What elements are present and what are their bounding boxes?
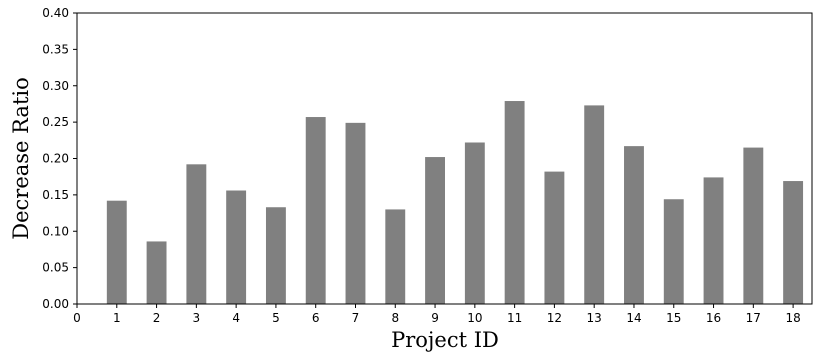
x-axis: 0 1 2 3 4 5 6 7 8 9 10 11 12 13 14 15 16 17 18 [73, 304, 801, 325]
x-tick-label: 10 [467, 311, 482, 325]
bar-6 [305, 117, 326, 304]
bar-8 [385, 209, 406, 304]
bar-7 [345, 122, 366, 304]
x-tick-label: 8 [391, 311, 399, 325]
bar-4 [226, 190, 247, 304]
bar-3 [186, 164, 207, 304]
y-axis-title: Decrease Ratio [9, 77, 33, 240]
x-tick-label: 3 [193, 311, 201, 325]
y-tick-label: 0.15 [42, 188, 69, 202]
bar-16 [703, 177, 724, 304]
x-tick-label: 5 [272, 311, 280, 325]
y-tick-label: 0.05 [42, 261, 69, 275]
x-tick-label: 12 [547, 311, 562, 325]
y-tick-label: 0.10 [42, 224, 69, 238]
y-tick-label: 0.35 [42, 42, 69, 56]
plot-frame [76, 12, 813, 305]
x-tick-label: 0 [73, 311, 81, 325]
bar-2 [146, 241, 167, 304]
bar-17 [743, 147, 764, 304]
bar-5 [265, 207, 286, 304]
bar-18 [783, 181, 804, 304]
x-tick-label: 1 [113, 311, 121, 325]
bar-12 [544, 171, 565, 304]
x-tick-label: 9 [431, 311, 439, 325]
bar-1 [106, 200, 127, 304]
y-tick-label: 0.00 [42, 297, 69, 311]
x-tick-label: 2 [153, 311, 161, 325]
x-tick-label: 15 [666, 311, 681, 325]
bar-13 [584, 105, 605, 304]
bar-11 [504, 101, 525, 304]
y-tick-label: 0.40 [42, 6, 69, 20]
y-tick-label: 0.30 [42, 79, 69, 93]
bar-14 [624, 146, 644, 304]
x-tick-label: 16 [706, 311, 721, 325]
x-tick-label: 14 [626, 311, 641, 325]
x-tick-label: 4 [232, 311, 240, 325]
x-tick-label: 7 [352, 311, 360, 325]
x-axis-title: Project ID [391, 328, 499, 352]
x-tick-label: 17 [746, 311, 761, 325]
bar-15 [663, 199, 684, 304]
bar-9 [425, 157, 445, 304]
bars-group [106, 101, 804, 304]
bar-10 [464, 142, 485, 304]
y-tick-label: 0.20 [42, 152, 69, 166]
x-tick-label: 13 [587, 311, 602, 325]
y-tick-label: 0.25 [42, 115, 69, 129]
x-tick-label: 18 [785, 311, 800, 325]
y-axis: 0.00 0.05 0.10 0.15 0.20 0.25 0.30 0.35 0.40 [42, 6, 77, 311]
x-tick-label: 6 [312, 311, 320, 325]
x-tick-label: 11 [507, 311, 522, 325]
